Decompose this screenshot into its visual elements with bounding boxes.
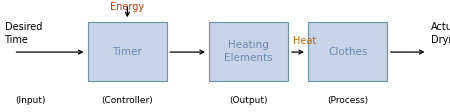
Text: Heating
Elements: Heating Elements <box>224 40 273 63</box>
Text: Clothes: Clothes <box>328 46 367 57</box>
Text: (Controller): (Controller) <box>101 96 153 105</box>
Bar <box>308 22 387 81</box>
Text: (Input): (Input) <box>15 96 46 105</box>
Text: Electrical
Energy: Electrical Energy <box>105 0 150 12</box>
Bar <box>209 22 288 81</box>
Text: (Process): (Process) <box>327 96 369 105</box>
Text: Actual
Dryness: Actual Dryness <box>431 22 450 45</box>
Text: (Output): (Output) <box>230 96 268 105</box>
Bar <box>88 22 166 81</box>
Text: Heat: Heat <box>292 36 316 46</box>
Text: Timer: Timer <box>112 46 142 57</box>
Text: Desired
Time: Desired Time <box>4 22 42 45</box>
